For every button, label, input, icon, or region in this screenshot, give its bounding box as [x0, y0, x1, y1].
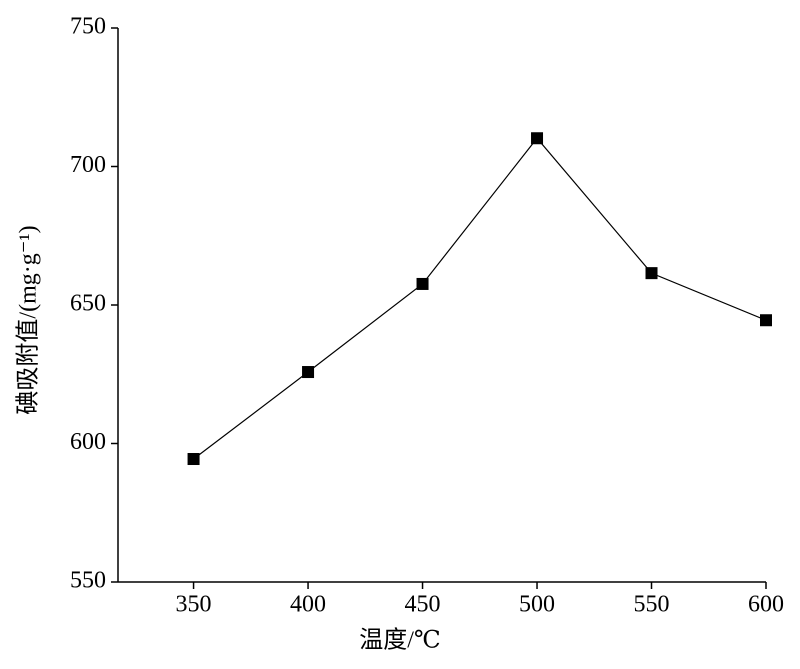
marker [416, 277, 429, 290]
marker [645, 267, 658, 280]
x-tick-label: 400 [290, 592, 326, 618]
y-axis-label: 碘吸附值/(mg·g⁻¹) [15, 225, 42, 414]
line [193, 137, 767, 460]
y-tick-label: 650 [70, 291, 106, 317]
x-tick-label: 600 [748, 592, 784, 618]
y-tick-label: 700 [70, 152, 106, 178]
marker [531, 132, 544, 145]
y-tick-label: 750 [70, 14, 106, 40]
x-axis-label: 温度/℃ [359, 627, 441, 654]
x-tick-label: 350 [176, 592, 212, 618]
x-tick-label: 450 [405, 592, 441, 618]
y-tick-label: 600 [70, 429, 106, 455]
marker [187, 453, 200, 466]
x-tick-label: 550 [634, 592, 670, 618]
y-tick-label: 550 [70, 568, 106, 594]
marker [760, 314, 772, 327]
marker [302, 366, 315, 379]
x-tick-label: 500 [519, 592, 555, 618]
